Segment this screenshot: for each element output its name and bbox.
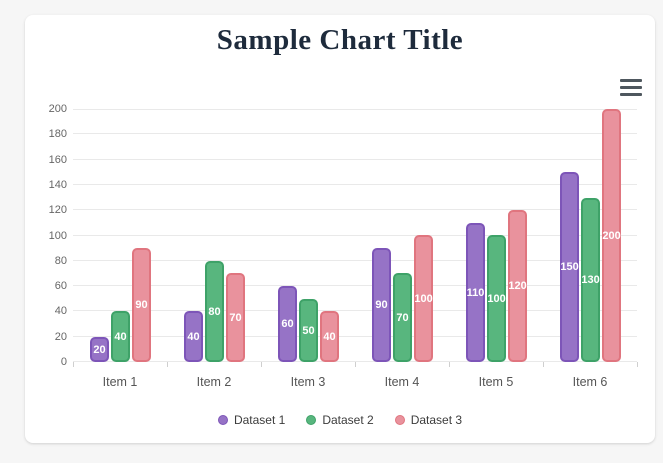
legend-swatch-icon [217, 415, 228, 425]
y-axis-labels: 0 20 40 60 80 100 120 140 160 180 200 [25, 103, 67, 368]
bar-value-label: 20 [93, 343, 106, 356]
x-axis-tick [637, 362, 638, 367]
bar-dataset-3-item-5[interactable]: 120 [508, 210, 527, 362]
bar-value-label: 80 [208, 305, 221, 318]
bar-dataset-1-item-6[interactable]: 150 [560, 172, 579, 362]
x-axis-tick [167, 362, 168, 367]
x-axis-labels: Item 1 Item 2 Item 3 Item 4 Item 5 Item 6 [73, 375, 637, 393]
bar-value-label: 120 [508, 280, 527, 292]
chart-card: Sample Chart Title 0 20 40 60 80 100 120 140 160… [25, 15, 655, 443]
legend-label: Dataset 2 [322, 413, 374, 427]
legend-swatch-icon [306, 415, 317, 425]
hamburger-menu-icon[interactable] [620, 79, 642, 96]
bar-value-label: 40 [114, 330, 127, 343]
y-tick-label-60: 60 [54, 280, 67, 292]
gridline-y-160 [73, 159, 637, 160]
x-axis-tick [355, 362, 356, 367]
bar-value-label: 60 [281, 318, 294, 330]
legend-item-dataset-1[interactable]: Dataset 1 [217, 413, 286, 427]
gridline-y-120 [73, 209, 637, 210]
legend-item-dataset-2[interactable]: Dataset 2 [306, 413, 374, 427]
x-axis-tick [543, 362, 544, 367]
y-tick-label-180: 180 [48, 128, 67, 140]
x-label-item-2: Item 2 [196, 375, 232, 389]
bar-value-label: 90 [135, 299, 148, 311]
x-axis-tick [449, 362, 450, 367]
bar-value-label: 70 [229, 311, 242, 324]
bar-dataset-2-item-1[interactable]: 40 [111, 311, 130, 362]
bar-dataset-3-item-1[interactable]: 90 [132, 248, 151, 362]
gridline-y-100 [73, 235, 637, 236]
y-tick-label-140: 140 [48, 179, 67, 191]
bar-dataset-1-item-2[interactable]: 40 [184, 311, 203, 362]
gridline-y-20 [73, 336, 637, 337]
bar-dataset-1-item-5[interactable]: 110 [466, 223, 485, 362]
bar-dataset-1-item-1[interactable]: 20 [90, 337, 109, 362]
chart-plot-area: 20 40 60 90 110 150 40 80 50 70 100 130 90 70 40 100 120… [73, 109, 638, 367]
menu-bar [620, 79, 642, 82]
bar-dataset-3-item-3[interactable]: 40 [320, 311, 339, 362]
x-label-item-3: Item 3 [290, 375, 326, 389]
bar-dataset-3-item-2[interactable]: 70 [226, 273, 245, 362]
bar-value-label: 130 [581, 274, 600, 286]
y-tick-label-120: 120 [48, 204, 67, 216]
bar-dataset-2-item-2[interactable]: 80 [205, 261, 224, 362]
x-label-item-6: Item 6 [572, 375, 608, 389]
y-tick-label-160: 160 [48, 154, 67, 166]
bar-value-label: 100 [487, 292, 506, 305]
bar-dataset-2-item-5[interactable]: 100 [487, 235, 506, 362]
bar-value-label: 40 [323, 330, 336, 343]
gridline-y-80 [73, 260, 637, 261]
y-tick-label-20: 20 [54, 331, 67, 343]
bar-value-label: 90 [375, 299, 388, 311]
y-tick-label-100: 100 [48, 230, 67, 242]
menu-bar [620, 93, 642, 96]
bar-value-label: 40 [187, 330, 200, 343]
x-axis-tick [261, 362, 262, 367]
gridline-y-140 [73, 184, 637, 185]
legend-swatch-icon [394, 415, 405, 425]
x-label-item-1: Item 1 [102, 375, 138, 389]
gridline-y-60 [73, 285, 637, 286]
legend-label: Dataset 3 [410, 413, 463, 427]
chart-legend: Dataset 1 Dataset 2 Dataset 3 [25, 413, 655, 427]
legend-item-dataset-3[interactable]: Dataset 3 [394, 413, 463, 427]
x-label-item-4: Item 4 [384, 375, 420, 389]
bar-value-label: 100 [414, 292, 433, 305]
bar-dataset-2-item-6[interactable]: 130 [581, 198, 600, 362]
gridline-y-0 [73, 361, 637, 362]
bar-dataset-1-item-4[interactable]: 90 [372, 248, 391, 362]
y-tick-label-80: 80 [54, 255, 67, 267]
y-tick-label-200: 200 [48, 103, 67, 115]
x-axis-tick [73, 362, 74, 367]
bar-dataset-3-item-6[interactable]: 200 [602, 109, 621, 362]
bar-value-label: 50 [302, 324, 315, 337]
bar-value-label: 200 [602, 229, 621, 242]
legend-label: Dataset 1 [233, 413, 286, 427]
y-tick-label-40: 40 [54, 305, 67, 317]
bar-value-label: 110 [466, 286, 485, 299]
y-tick-label-0: 0 [60, 356, 67, 368]
menu-bar [620, 86, 642, 89]
bar-value-label: 70 [396, 311, 409, 324]
gridline-y-200 [73, 109, 637, 110]
bar-dataset-2-item-3[interactable]: 50 [299, 299, 318, 362]
gridline-y-40 [73, 310, 637, 311]
bar-value-label: 150 [560, 261, 579, 273]
x-label-item-5: Item 5 [478, 375, 514, 389]
gridline-y-180 [73, 133, 637, 134]
chart-title: Sample Chart Title [216, 24, 464, 56]
bar-dataset-2-item-4[interactable]: 70 [393, 273, 412, 362]
bar-dataset-3-item-4[interactable]: 100 [414, 235, 433, 362]
bar-dataset-1-item-3[interactable]: 60 [278, 286, 297, 362]
